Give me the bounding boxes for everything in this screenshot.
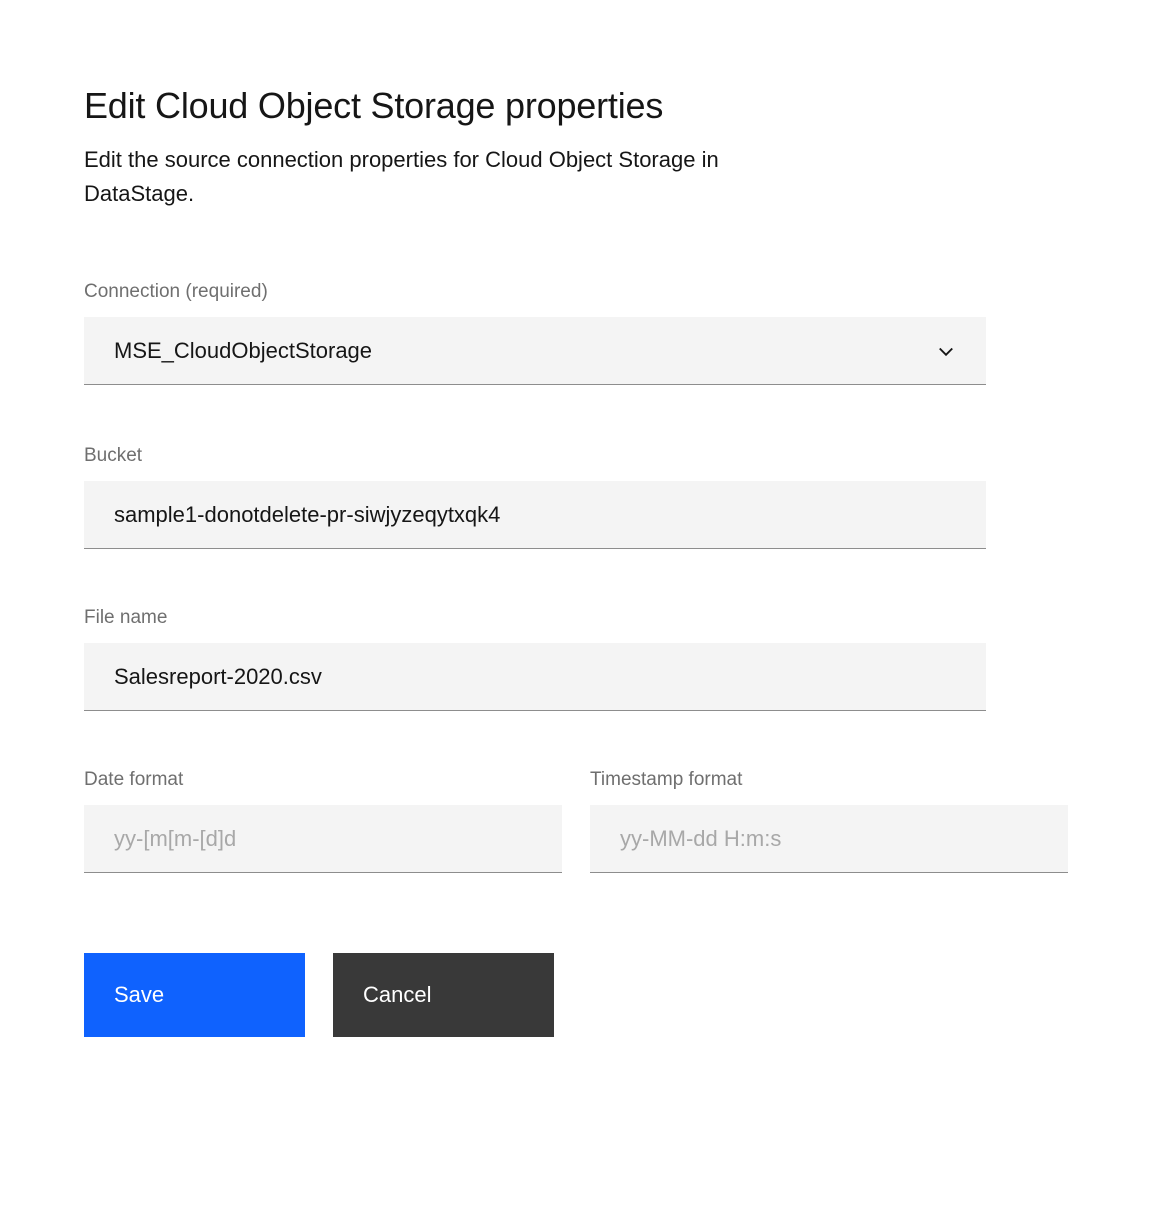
filename-field-group: File name (84, 607, 1068, 711)
bucket-label: Bucket (84, 445, 1068, 467)
date-format-label: Date format (84, 769, 562, 791)
date-format-input[interactable] (84, 805, 562, 873)
chevron-down-icon (936, 341, 956, 361)
format-row: Date format Timestamp format (84, 769, 1068, 873)
connection-select-value: MSE_CloudObjectStorage (114, 338, 936, 364)
timestamp-format-field-group: Timestamp format (590, 769, 1068, 873)
connection-label: Connection (required) (84, 281, 1068, 303)
connection-field-group: Connection (required) MSE_CloudObjectSto… (84, 281, 1068, 385)
timestamp-format-label: Timestamp format (590, 769, 1068, 791)
connection-select[interactable]: MSE_CloudObjectStorage (84, 317, 986, 385)
bucket-field-group: Bucket (84, 445, 1068, 549)
filename-label: File name (84, 607, 1068, 629)
page-description: Edit the source connection properties fo… (84, 143, 804, 211)
save-button[interactable]: Save (84, 953, 305, 1037)
filename-input[interactable] (84, 643, 986, 711)
date-format-field-group: Date format (84, 769, 562, 873)
page-title: Edit Cloud Object Storage properties (84, 85, 1068, 127)
button-row: Save Cancel (84, 953, 1068, 1037)
cancel-button[interactable]: Cancel (333, 953, 554, 1037)
bucket-input[interactable] (84, 481, 986, 549)
timestamp-format-input[interactable] (590, 805, 1068, 873)
